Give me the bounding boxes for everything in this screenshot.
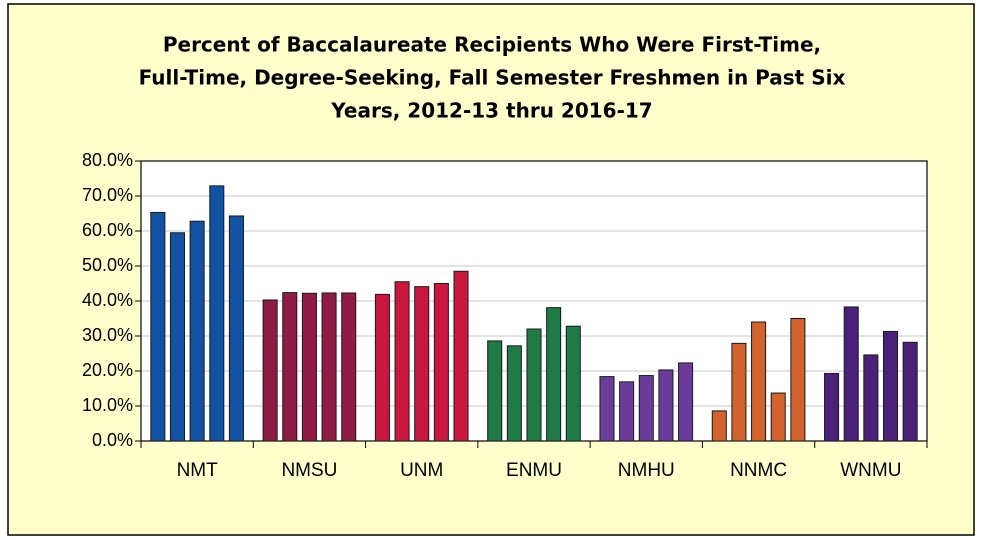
bar: [282, 292, 298, 442]
x-tick-label: NNMC: [730, 460, 787, 481]
bar: [453, 270, 469, 442]
bar: [882, 330, 899, 442]
bar: [658, 369, 674, 442]
bar: [711, 410, 727, 442]
bar: [414, 286, 430, 442]
bar: [863, 354, 879, 442]
x-tick-label: UNM: [400, 460, 443, 481]
x-tick-label: WNMU: [840, 460, 901, 481]
y-tick-label: 20.0%: [82, 360, 133, 380]
bar: [301, 292, 317, 442]
bar: [341, 292, 357, 442]
bar: [619, 381, 635, 442]
bar: [638, 375, 654, 442]
y-tick-label: 80.0%: [82, 150, 133, 170]
y-tick-label: 10.0%: [82, 395, 133, 415]
chart-title: Full-Time, Degree-Seeking, Fall Semester…: [139, 66, 846, 90]
bar: [565, 325, 581, 442]
y-tick-label: 40.0%: [82, 290, 133, 310]
chart-title: Percent of Baccalaureate Recipients Who …: [163, 33, 821, 57]
bar: [150, 211, 166, 442]
bar: [394, 281, 410, 442]
bar: [790, 318, 806, 442]
bar: [731, 342, 747, 442]
x-tick-label: NMHU: [618, 460, 675, 481]
bar: [770, 392, 786, 442]
bar: [228, 215, 244, 442]
bar: [169, 232, 186, 442]
x-tick-label: NMSU: [281, 460, 337, 481]
bar: [487, 340, 503, 442]
y-tick-label: 0.0%: [92, 430, 133, 450]
y-tick-label: 30.0%: [82, 325, 133, 345]
bar: [526, 328, 542, 442]
bar: [506, 345, 522, 442]
bar: [433, 283, 449, 442]
x-tick-label: ENMU: [506, 460, 562, 481]
bar: [751, 321, 767, 442]
y-tick-label: 60.0%: [82, 220, 133, 240]
bar: [189, 220, 205, 442]
bar: [678, 362, 694, 442]
bar: [599, 376, 615, 442]
bar: [824, 372, 840, 442]
y-tick-label: 70.0%: [82, 185, 133, 205]
bar: [843, 306, 859, 442]
chart-title: Years, 2012-13 thru 2016-17: [330, 99, 652, 123]
bar: [321, 292, 337, 442]
bar: [209, 185, 225, 442]
x-tick-label: NMT: [177, 460, 219, 481]
bar: [374, 293, 390, 442]
bar: [546, 307, 562, 442]
bar: [262, 299, 278, 442]
y-tick-label: 50.0%: [82, 255, 133, 275]
bar: [902, 341, 918, 442]
